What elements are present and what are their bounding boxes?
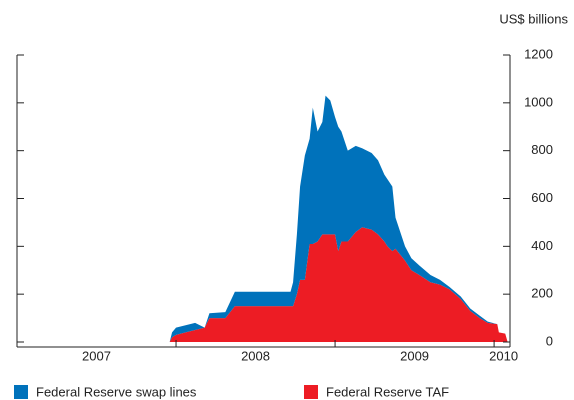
y-tick-label: 600 [531, 190, 553, 205]
y-axis-label: US$ billions [499, 11, 568, 26]
y-tick-label: 400 [531, 238, 553, 253]
legend-swatch [14, 385, 28, 399]
x-tick-label: 2007 [82, 348, 111, 363]
legend-swatch [304, 385, 318, 399]
y-tick-label: 1000 [524, 94, 553, 109]
y-tick-label: 1200 [524, 46, 553, 61]
area [169, 95, 508, 343]
legend-label: Federal Reserve swap lines [36, 384, 197, 399]
legend-label: Federal Reserve TAF [326, 384, 449, 399]
y-tick-label: 800 [531, 142, 553, 157]
y-tick-label: 200 [531, 286, 553, 301]
x-tick-label: 2009 [400, 348, 429, 363]
y-tick-label: 0 [546, 333, 553, 348]
x-tick-label: 2010 [489, 348, 518, 363]
area [169, 227, 508, 342]
x-tick-label: 2008 [241, 348, 270, 363]
